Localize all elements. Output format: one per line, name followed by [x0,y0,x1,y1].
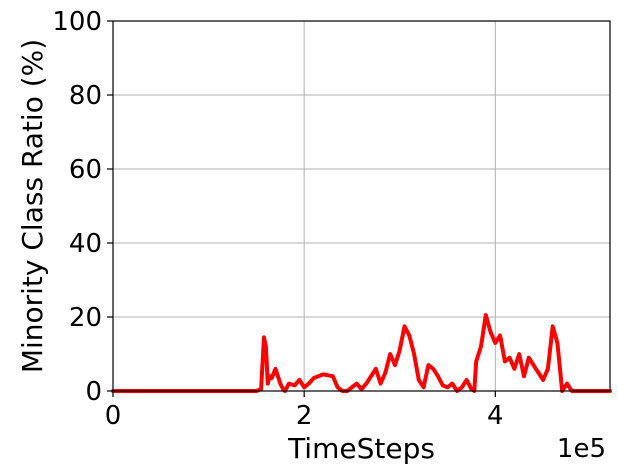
series-line [111,313,612,393]
y-tick-label: 60 [69,155,102,185]
y-axis-label: Minority Class Ratio (%) [16,39,49,373]
x-axis-offset-label: 1e5 [557,434,606,464]
x-tick-label: 2 [296,401,313,431]
x-tick-label: 4 [487,401,504,431]
grid-lines [112,20,610,392]
y-tick-label: 80 [69,81,102,111]
series-layer [111,313,612,393]
x-axis-label: TimeSteps [287,432,435,465]
y-tick-label: 40 [69,229,102,259]
y-tick-label: 0 [85,377,102,407]
y-tick-label: 100 [52,7,102,37]
y-tick-label: 20 [69,303,102,333]
plot-frame [112,20,611,392]
x-tick-label: 0 [105,401,122,431]
